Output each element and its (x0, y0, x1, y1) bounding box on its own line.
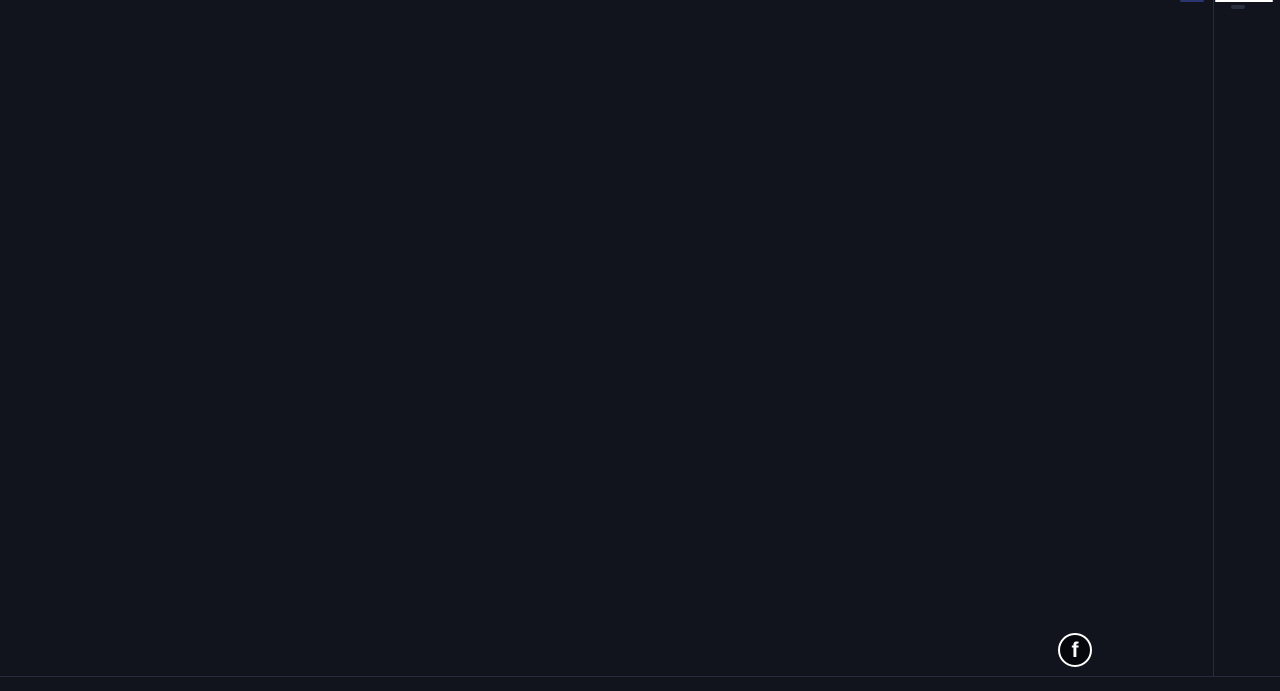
last-price-badge (1215, 0, 1273, 2)
watermark: f (1058, 633, 1102, 667)
avg-price-badge (1186, 0, 1204, 2)
time-axis[interactable] (0, 676, 1280, 691)
currency-chip (1231, 5, 1245, 9)
price-axis[interactable] (1213, 0, 1280, 691)
chart-canvas[interactable] (0, 0, 1280, 676)
facebook-icon: f (1058, 633, 1092, 667)
